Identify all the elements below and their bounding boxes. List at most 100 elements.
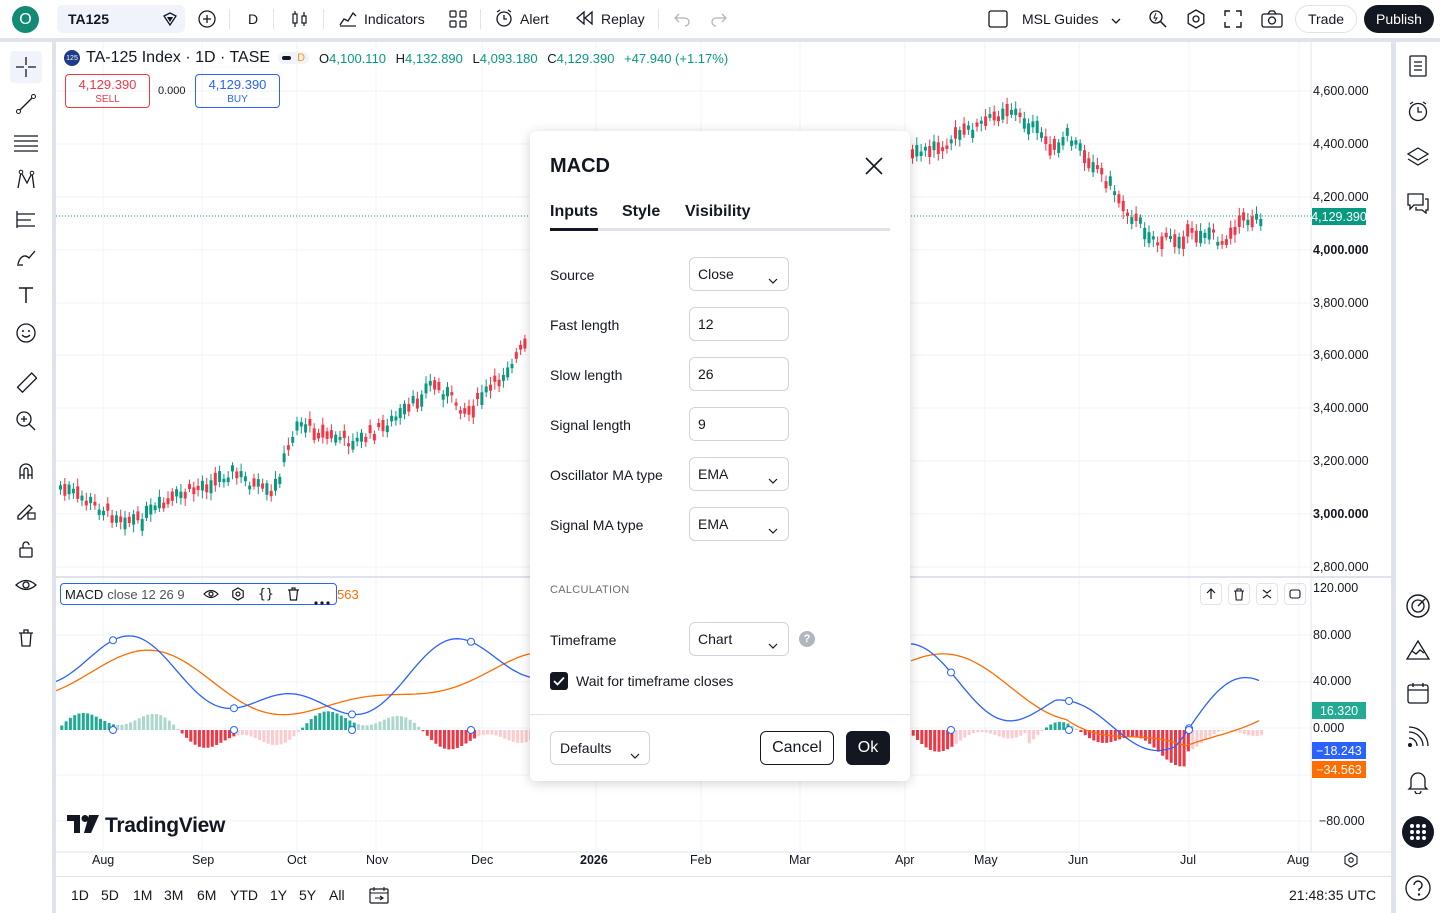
- eye-visibility-icon[interactable]: [203, 588, 219, 603]
- help-icon[interactable]: [1400, 870, 1436, 906]
- indicators-button[interactable]: Indicators: [338, 6, 425, 32]
- alert-button[interactable]: Alert: [494, 6, 549, 32]
- range-button[interactable]: 5D: [101, 887, 119, 903]
- tab-visibility[interactable]: Visibility: [685, 203, 751, 220]
- pane-maximize-icon[interactable]: [1284, 583, 1306, 605]
- symbol-search-button[interactable]: TA125: [57, 5, 185, 33]
- trend-line-icon[interactable]: [10, 88, 42, 120]
- help-icon[interactable]: ?: [799, 631, 815, 647]
- fullscreen-icon[interactable]: [1224, 6, 1242, 32]
- macd-histogram-bar: [498, 730, 502, 737]
- range-button[interactable]: YTD: [230, 887, 258, 903]
- range-button[interactable]: 1Y: [270, 887, 288, 903]
- lock-drawing-pen-icon[interactable]: [10, 494, 42, 526]
- replay-button[interactable]: Replay: [575, 6, 645, 32]
- object-tree-layers-icon[interactable]: [1400, 139, 1436, 175]
- source-code-icon[interactable]: {}: [258, 587, 274, 602]
- alerts-clock-icon[interactable]: [1400, 93, 1436, 129]
- candle-body: [119, 516, 123, 523]
- timeframe-select[interactable]: Chart: [689, 622, 789, 656]
- hide-drawings-eye-icon[interactable]: [10, 569, 42, 601]
- trade-button[interactable]: Trade: [1295, 5, 1357, 33]
- apps-grid-icon[interactable]: [1400, 814, 1436, 850]
- crossover-marker: [109, 726, 117, 734]
- interval-button[interactable]: D: [248, 11, 259, 27]
- zoom-in-icon[interactable]: [10, 405, 42, 437]
- sell-button[interactable]: 4,129.390 SELL: [65, 74, 150, 108]
- pane-delete-icon[interactable]: [1228, 583, 1250, 605]
- wait-timeframe-checkbox[interactable]: [550, 672, 568, 690]
- trash-icon[interactable]: [10, 622, 42, 654]
- settings-gear-icon[interactable]: [1186, 6, 1206, 32]
- magnet-icon[interactable]: [10, 455, 42, 487]
- redo-icon[interactable]: [710, 6, 728, 32]
- text-tool-icon[interactable]: [10, 279, 42, 311]
- time-tick-label: Apr: [895, 853, 915, 867]
- chats-icon[interactable]: [1400, 185, 1436, 221]
- range-button[interactable]: All: [329, 887, 345, 903]
- streams-broadcast-icon[interactable]: [1400, 719, 1436, 755]
- wait-timeframe-label[interactable]: Wait for timeframe closes: [576, 673, 734, 689]
- candles-chart-type-icon[interactable]: [290, 6, 310, 32]
- close-icon[interactable]: [865, 157, 883, 180]
- forecasting-icon[interactable]: [10, 203, 42, 235]
- lock-icon[interactable]: [10, 533, 42, 565]
- brush-icon[interactable]: [10, 241, 42, 273]
- macd-histogram-bar: [365, 725, 369, 730]
- active-tab-indicator: [550, 228, 598, 231]
- field-input[interactable]: 26: [689, 357, 789, 391]
- range-button[interactable]: 1D: [71, 887, 89, 903]
- defaults-dropdown[interactable]: Defaults: [550, 731, 650, 765]
- settings-gear-icon[interactable]: [231, 587, 245, 604]
- more-options-icon[interactable]: [314, 593, 330, 608]
- ideas-mountain-icon[interactable]: [1400, 632, 1436, 668]
- tab-style[interactable]: Style: [622, 203, 661, 220]
- ok-button[interactable]: Ok: [846, 731, 890, 765]
- scale-settings-icon[interactable]: [1343, 852, 1359, 873]
- notifications-bell-icon[interactable]: [1400, 764, 1436, 800]
- camera-snapshot-icon[interactable]: [1261, 6, 1283, 32]
- pattern-icon[interactable]: [10, 164, 42, 196]
- range-button[interactable]: 5Y: [299, 887, 317, 903]
- watchlist-icon[interactable]: [1400, 48, 1436, 84]
- tab-inputs[interactable]: Inputs: [550, 203, 598, 220]
- field-select[interactable]: EMA: [689, 457, 789, 491]
- crossover-marker: [467, 637, 475, 646]
- crosshair-icon[interactable]: [10, 51, 42, 83]
- layout-square-icon[interactable]: [988, 6, 1008, 32]
- cancel-button[interactable]: Cancel: [760, 731, 834, 765]
- add-symbol-icon[interactable]: [197, 6, 217, 32]
- candle-body: [1005, 103, 1009, 117]
- trash-icon[interactable]: [287, 587, 300, 604]
- range-button[interactable]: 6M: [197, 887, 217, 903]
- user-avatar[interactable]: O: [12, 6, 39, 33]
- publish-button[interactable]: Publish: [1364, 5, 1434, 33]
- range-button[interactable]: 3M: [164, 887, 184, 903]
- series-title[interactable]: TA-125 Index · 1D · TASE: [86, 49, 271, 66]
- pane-collapse-icon[interactable]: [1256, 583, 1278, 605]
- field-select[interactable]: Close: [689, 257, 789, 291]
- buy-button[interactable]: 4,129.390 BUY: [195, 74, 280, 108]
- candle-body: [338, 436, 342, 440]
- range-button[interactable]: 1M: [133, 887, 153, 903]
- clock-time[interactable]: 21:48:35 UTC: [1289, 887, 1377, 903]
- macd-histogram-bar: [150, 713, 154, 730]
- macd-legend[interactable]: MACD close 12 26 9 {}: [60, 583, 337, 605]
- templates-icon[interactable]: [449, 6, 467, 32]
- macd-histogram-bar: [468, 730, 472, 741]
- date-range-icon[interactable]: [369, 886, 389, 909]
- field-input[interactable]: 9: [689, 407, 789, 441]
- quick-search-icon[interactable]: [1148, 6, 1168, 32]
- candle-body: [415, 398, 419, 409]
- undo-icon[interactable]: [673, 6, 691, 32]
- screener-icon[interactable]: [1400, 588, 1436, 624]
- field-input[interactable]: 12: [689, 307, 789, 341]
- field-select[interactable]: EMA: [689, 507, 789, 541]
- fib-retracement-icon[interactable]: [10, 127, 42, 159]
- emoji-icon[interactable]: [10, 317, 42, 349]
- ruler-measure-icon[interactable]: [10, 367, 42, 399]
- calendar-icon[interactable]: [1400, 675, 1436, 711]
- layout-name-button[interactable]: MSL Guides: [1022, 6, 1121, 32]
- pane-move-up-icon[interactable]: [1200, 583, 1222, 605]
- macd-histogram-bar: [1002, 730, 1005, 738]
